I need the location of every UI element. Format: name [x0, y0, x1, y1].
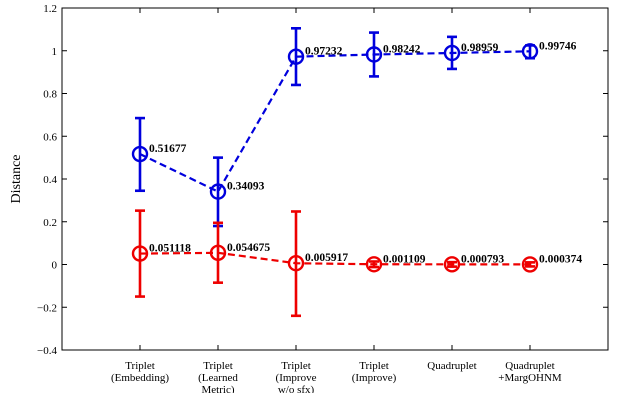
x-category-label: Triplet (Improve w/o sfx) [276, 360, 317, 393]
data-label: 0.054675 [227, 242, 270, 254]
data-label: 0.001109 [383, 253, 426, 265]
x-category-line: Triplet [203, 360, 233, 372]
data-label: 0.98959 [461, 42, 499, 54]
data-point [443, 256, 461, 273]
y-axis-label: Distance [9, 155, 24, 204]
data-label: 0.97232 [305, 46, 343, 58]
y-tick-label: −0.2 [37, 302, 57, 314]
data-point [521, 43, 539, 60]
x-category-label: Triplet (Embedding) [111, 360, 169, 384]
series-1: 0.51677 0.34093 0.97232 0.98242 0.98959 0.997… [131, 27, 577, 228]
y-tick-label: 0.4 [43, 174, 57, 186]
data-point [287, 48, 305, 65]
data-label: 0.051118 [149, 243, 191, 255]
data-point [521, 256, 539, 273]
data-point [365, 256, 383, 273]
x-category-line: (Improve) [352, 372, 397, 384]
x-category-line: Metric) [202, 384, 235, 393]
x-category-line: (Improve [276, 372, 317, 384]
data-label: 0.000793 [461, 253, 504, 265]
x-category-line: w/o sfx) [278, 384, 315, 393]
x-category-label: Quadruplet [427, 360, 476, 372]
y-tick-label: 0.6 [43, 131, 57, 143]
series-line [139, 50, 531, 194]
y-tick-label: 1.2 [43, 3, 57, 15]
data-point [131, 145, 149, 163]
data-label: 0.000374 [539, 253, 582, 265]
x-category-line: (Embedding) [111, 372, 169, 384]
data-point [209, 244, 227, 262]
x-axis-categories: Triplet (Embedding)Triplet (Learned Metric)… [111, 8, 562, 393]
data-label: 0.98242 [383, 44, 421, 56]
data-point [131, 245, 149, 262]
series-layer: 0.51677 0.34093 0.97232 0.98242 0.98959 0.997… [131, 27, 582, 318]
x-category-line: (Learned [198, 372, 238, 384]
data-label: 0.99746 [539, 40, 577, 52]
series-line [139, 251, 531, 266]
y-axis-ticks: −0.4 −0.2 0 0.2 0.4 0.6 0.8 1 1.2 [37, 3, 608, 357]
x-category-line: Quadruplet [427, 360, 476, 372]
y-tick-label: 0.8 [43, 89, 57, 101]
x-category-line: Triplet [281, 360, 311, 372]
data-point [365, 46, 383, 63]
data-point [443, 44, 461, 62]
x-category-label: Triplet (Improve) [352, 360, 397, 384]
x-category-label: Triplet (Learned Metric) [198, 360, 238, 393]
x-category-line: Quadruplet [505, 360, 554, 372]
data-label: 0.005917 [305, 252, 348, 264]
x-category-line: Triplet [359, 360, 389, 372]
data-point [209, 183, 227, 200]
x-category-line: +MargOHNM [498, 372, 562, 384]
x-category-label: Quadruplet +MargOHNM [498, 360, 562, 384]
y-tick-label: 0 [52, 260, 58, 272]
data-label: 0.34093 [227, 181, 265, 193]
y-tick-label: 0.2 [43, 217, 57, 229]
series-2: 0.051118 0.054675 0.005917 0.001109 0.000793… [131, 209, 582, 318]
data-point [287, 255, 305, 272]
y-tick-label: −0.4 [37, 345, 57, 357]
x-category-line: Triplet [125, 360, 155, 372]
data-label: 0.51677 [149, 143, 187, 155]
y-tick-label: 1 [52, 46, 58, 58]
